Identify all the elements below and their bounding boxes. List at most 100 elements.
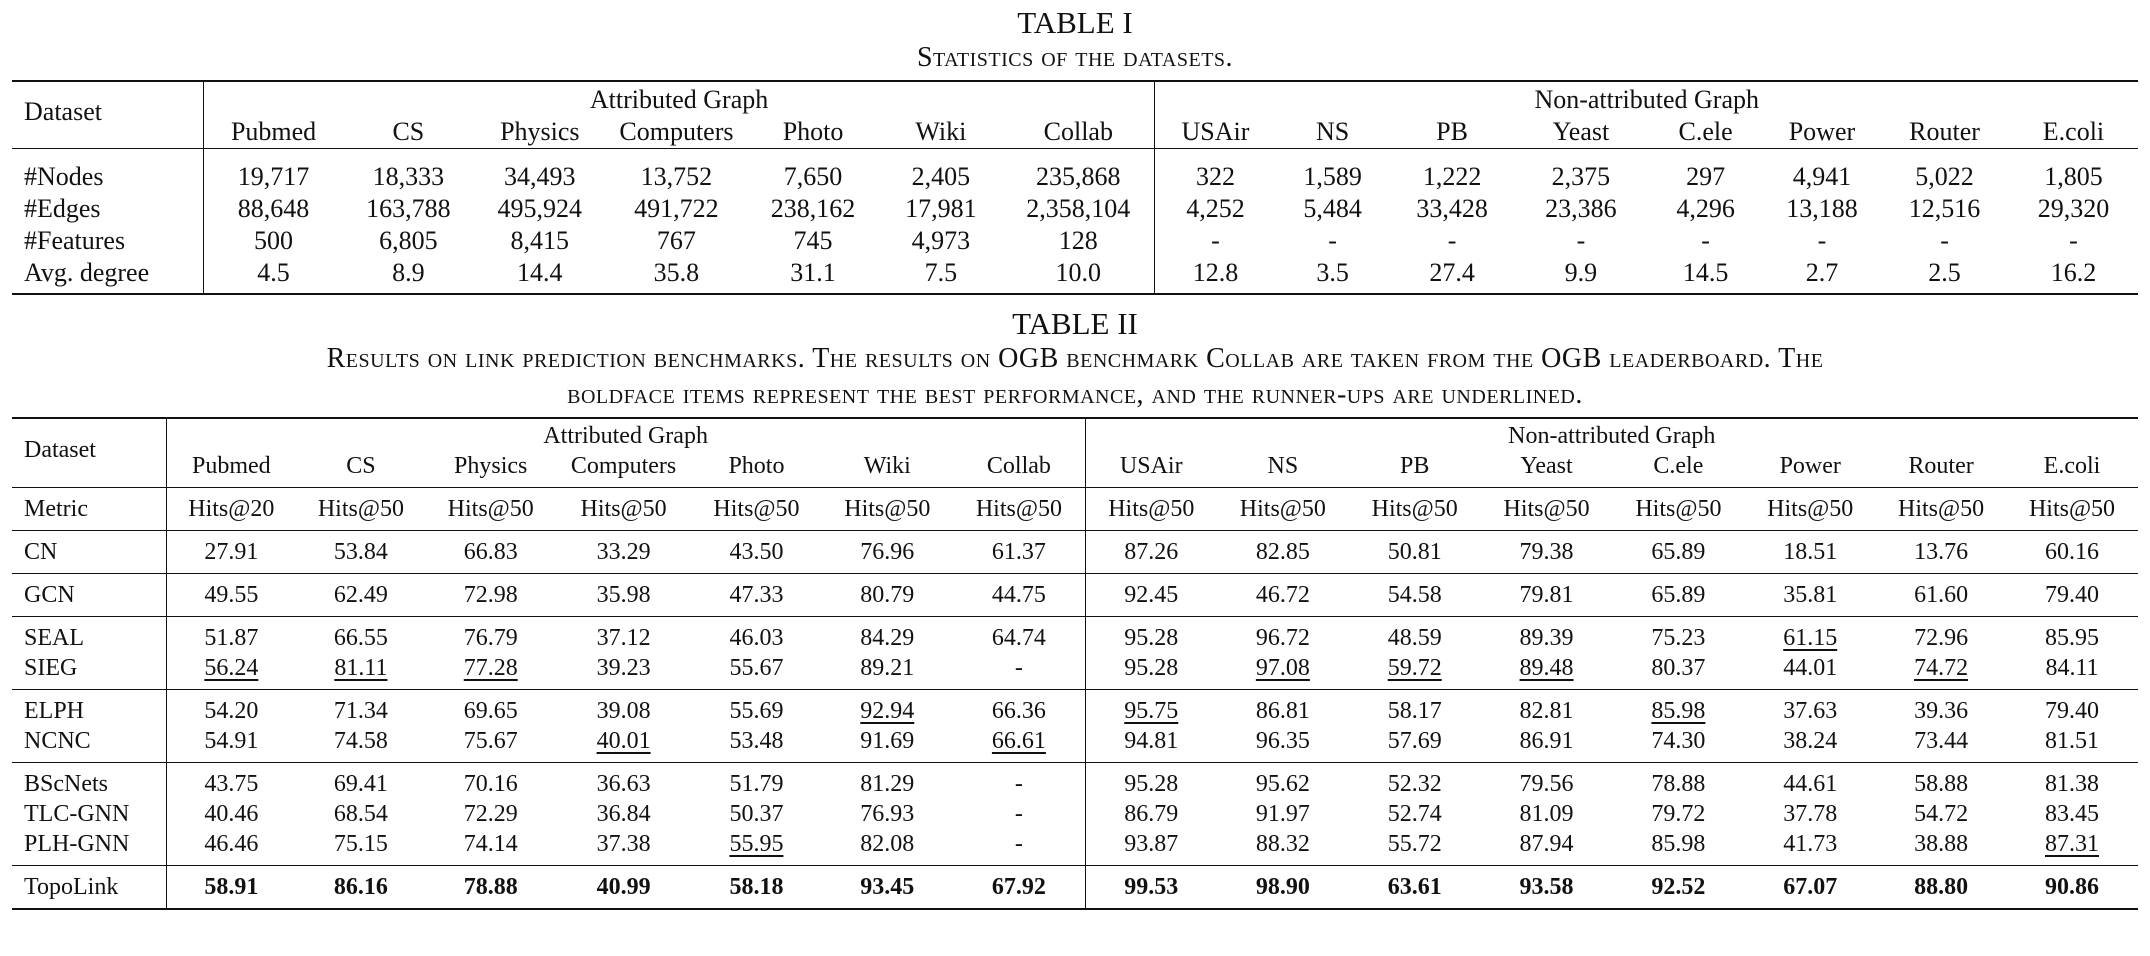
table2-cell: 46.46 bbox=[204, 831, 259, 857]
table1-column-header: CS bbox=[392, 117, 425, 146]
table1-column-header: NS bbox=[1315, 117, 1350, 146]
table2-row-label: ELPH bbox=[12, 689, 167, 726]
table2-cell: 91.97 bbox=[1255, 801, 1310, 827]
table2-cell: 63.61 bbox=[1387, 874, 1442, 900]
table2-cell: 41.73 bbox=[1783, 831, 1838, 857]
table2-cell: 87.94 bbox=[1519, 831, 1574, 857]
table1-cell: 2.5 bbox=[1928, 258, 1961, 287]
table2-row-label: TLC-GNN bbox=[12, 799, 167, 829]
table1-cell: 238,162 bbox=[770, 194, 856, 223]
table2-cell: 96.35 bbox=[1255, 728, 1310, 754]
table2-cell: 66.36 bbox=[953, 689, 1086, 726]
table2-dataset-label: Dataset bbox=[12, 418, 167, 488]
table1-cell: 297 bbox=[1686, 162, 1726, 191]
table2-metric-cell: Hits@50 bbox=[1503, 496, 1590, 522]
table2-metric-cell: Hits@50 bbox=[1898, 496, 1985, 522]
table1-column-header: Router bbox=[1909, 117, 1980, 146]
table2-cell: 53.48 bbox=[729, 728, 784, 754]
table2-title: TABLE II bbox=[1012, 306, 1138, 341]
table2-cell: 35.81 bbox=[1783, 582, 1838, 608]
table1-cell: 2,358,104 bbox=[1002, 193, 1156, 225]
table1-cell: 4,296 bbox=[1676, 194, 1735, 223]
table1-cell: 128 bbox=[1002, 225, 1156, 257]
table2-cell: - bbox=[953, 799, 1086, 829]
table2-column-header: Power bbox=[1779, 452, 1841, 479]
table2-column-header: Photo bbox=[728, 452, 785, 479]
table2-cell: 72.98 bbox=[463, 582, 518, 608]
table2-cell: 66.55 bbox=[333, 625, 388, 651]
table2-cell: 58.17 bbox=[1387, 698, 1442, 724]
table1-cell: 5,022 bbox=[1915, 162, 1974, 191]
table1-cell: 4,973 bbox=[911, 226, 971, 255]
table2-cell: 40.99 bbox=[596, 874, 651, 900]
table1-cell: 16.2 bbox=[2050, 258, 2097, 287]
table2-cell: 50.37 bbox=[729, 801, 784, 827]
table2-column-header: C.ele bbox=[1653, 452, 1704, 479]
table1-subtitle: Statistics of the datasets. bbox=[916, 42, 1234, 73]
table2-row: SEAL 51.87 66.55 76.79 37.12 46.03 84.29 64.74 9… bbox=[12, 616, 2138, 653]
table2-cell: 55.69 bbox=[729, 698, 784, 724]
table2-cell: 76.96 bbox=[860, 539, 915, 565]
table2-cell: 93.45 bbox=[860, 874, 915, 900]
table2-column-header: USAir bbox=[1119, 452, 1183, 479]
table1-group-non-attributed: Non-attributed Graph bbox=[1534, 85, 1759, 114]
table2-cell: 46.72 bbox=[1255, 582, 1310, 608]
table1-column-header: Collab bbox=[1002, 116, 1156, 149]
table2-cell: 72.96 bbox=[1914, 625, 1969, 651]
table2-cell: 71.34 bbox=[333, 698, 388, 724]
table2-cell: - bbox=[953, 829, 1086, 866]
table1-cell: 18,333 bbox=[372, 162, 445, 191]
table2-cell: 75.67 bbox=[463, 728, 518, 754]
table2-cell: 81.51 bbox=[2044, 728, 2099, 754]
table2-cell: 38.88 bbox=[1914, 831, 1969, 857]
table2-cell: 86.81 bbox=[1255, 698, 1310, 724]
table2-cell: 85.95 bbox=[2044, 625, 2099, 651]
table2-cell: 81.38 bbox=[2044, 771, 2099, 797]
table2-cell: 66.83 bbox=[463, 539, 518, 565]
table2-cell: 43.75 bbox=[204, 771, 259, 797]
table1-cell: - bbox=[1940, 226, 1949, 255]
table2-cell: 13.76 bbox=[1914, 539, 1969, 565]
table1-row-label: #Edges bbox=[12, 193, 204, 225]
table2-cell: 69.65 bbox=[463, 698, 518, 724]
table1-cell: - bbox=[1701, 226, 1710, 255]
table2-cell: 68.54 bbox=[333, 801, 388, 827]
table2-cell: 39.23 bbox=[596, 655, 651, 681]
table1-column-header: Computers bbox=[619, 117, 734, 146]
table1-cell: 5,484 bbox=[1303, 194, 1362, 223]
table2-cell: 55.72 bbox=[1387, 831, 1442, 857]
table2-cell: 80.37 bbox=[1651, 655, 1706, 681]
table2-cell: 82.81 bbox=[1519, 698, 1574, 724]
table2-column-header: CS bbox=[346, 452, 376, 479]
table2-cell: 55.95 bbox=[729, 831, 784, 857]
table1-row: #Features 500 6,805 8,415 767 745 4,973 128 - - - -… bbox=[12, 225, 2138, 257]
table2-cell: 78.88 bbox=[1651, 771, 1706, 797]
table1-row-label: Avg. degree bbox=[12, 257, 204, 294]
table2-cell: 88.32 bbox=[1255, 831, 1310, 857]
table2-subtitle-line1: Results on link prediction benchmarks. T… bbox=[326, 343, 1824, 374]
table2-cell: 58.91 bbox=[204, 874, 259, 900]
table1-group-attributed: Attributed Graph bbox=[203, 81, 1156, 116]
table2-column-header: Wiki bbox=[863, 452, 911, 479]
table2-cell: 97.08 bbox=[1255, 655, 1310, 681]
table1-cell: - bbox=[1576, 226, 1586, 255]
table1-cell: 745 bbox=[793, 226, 833, 255]
table2-cell: 54.91 bbox=[204, 728, 259, 754]
table2-cell: 84.11 bbox=[2045, 655, 2099, 681]
table2-cell: 79.40 bbox=[2044, 698, 2099, 724]
table2-cell: - bbox=[953, 762, 1086, 799]
table1-cell: 2,375 bbox=[1551, 162, 1611, 191]
table1-cell: 3.5 bbox=[1316, 258, 1349, 287]
table2-cell: 96.72 bbox=[1255, 625, 1310, 651]
table2-row-label: BScNets bbox=[12, 762, 167, 799]
table2-metric-cell: Hits@50 bbox=[844, 496, 931, 522]
table2-cell: 69.41 bbox=[333, 771, 388, 797]
table2-cell: 75.15 bbox=[333, 831, 388, 857]
table2-metric-cell: Hits@50 bbox=[1108, 496, 1195, 522]
table1-cell: - bbox=[2069, 226, 2078, 255]
table1-cell: 2,405 bbox=[911, 162, 971, 191]
table2-cell: 50.81 bbox=[1387, 539, 1442, 565]
table2-cell: 74.72 bbox=[1914, 655, 1969, 681]
table2-cell: 79.38 bbox=[1519, 539, 1574, 565]
